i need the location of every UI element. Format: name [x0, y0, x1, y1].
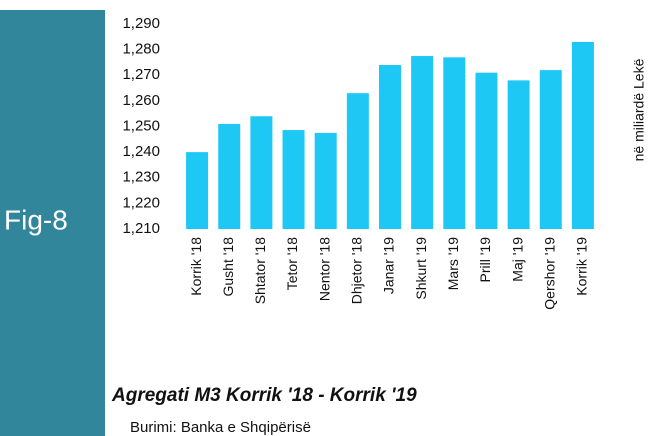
y-tick-label: 1,230	[122, 169, 160, 186]
bar	[443, 57, 466, 229]
x-tick-label: Prill '19	[477, 237, 493, 283]
bar	[571, 41, 594, 229]
x-tick-label: Dhjetor '18	[349, 237, 365, 304]
bar	[282, 130, 305, 229]
y-axis-label: në miliardë Lekë	[631, 58, 647, 161]
bar	[507, 80, 530, 229]
y-tick-label: 1,240	[122, 143, 160, 160]
x-tick-label: Qershor '19	[541, 237, 557, 310]
y-tick-label: 1,260	[122, 92, 160, 109]
x-tick-label: Nentor '18	[316, 237, 332, 301]
bar	[379, 65, 401, 229]
source: Burimi: Banka e Shqipërisë	[130, 419, 311, 436]
bar	[250, 116, 273, 229]
figure-label: Fig-8	[4, 204, 68, 235]
figure-band	[0, 10, 105, 436]
bar	[411, 56, 434, 229]
y-tick-label: 1,280	[122, 41, 160, 58]
x-tick-label: Maj '19	[509, 237, 525, 282]
bar	[539, 70, 562, 229]
y-tick-label: 1,270	[122, 66, 160, 83]
bar	[314, 132, 337, 229]
y-tick-label: 1,250	[122, 117, 160, 134]
x-tick-label: Gusht '18	[220, 237, 236, 297]
bar	[218, 123, 241, 229]
y-tick-label: 1,210	[122, 220, 160, 237]
x-tick-label: Shtator '18	[252, 237, 268, 304]
bar	[346, 93, 369, 229]
chart-title: Agregati M3 Korrik '18 - Korrik '19	[111, 385, 417, 406]
x-tick-label: Korrik '19	[574, 237, 590, 296]
y-tick-label: 1,220	[122, 194, 160, 211]
x-tick-label: Tetor '18	[284, 237, 300, 290]
y-tick-label: 1,290	[122, 15, 160, 32]
bar	[186, 152, 209, 229]
x-tick-label: Korrik '18	[188, 237, 204, 296]
x-tick-label: Shkurt '19	[413, 237, 429, 300]
bar	[475, 72, 498, 229]
x-tick-label: Mars '19	[445, 237, 461, 290]
x-tick-label: Janar '19	[381, 237, 397, 294]
